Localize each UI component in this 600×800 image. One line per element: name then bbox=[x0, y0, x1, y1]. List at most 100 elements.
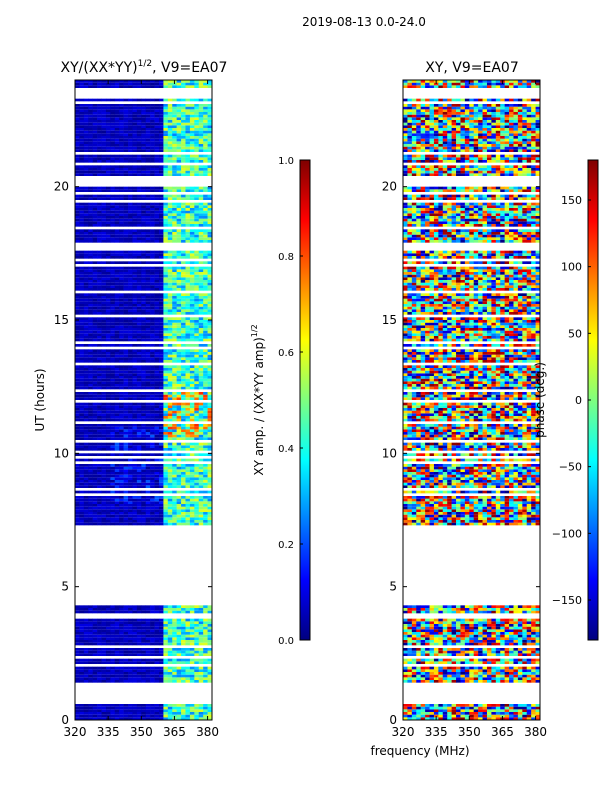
amp-cell bbox=[172, 669, 177, 672]
amp-cell bbox=[189, 496, 195, 499]
amp-cell bbox=[181, 514, 186, 518]
amp-cell bbox=[88, 336, 93, 339]
amp-cell bbox=[105, 288, 111, 291]
amp-cell bbox=[172, 674, 177, 678]
amp-cell bbox=[176, 514, 182, 518]
amp-cell bbox=[181, 418, 186, 422]
amp-cell bbox=[207, 229, 213, 232]
amp-cell bbox=[132, 674, 138, 678]
amp-cell bbox=[132, 272, 138, 275]
amp-cell bbox=[141, 397, 147, 400]
amp-cell bbox=[110, 349, 116, 352]
amp-cell bbox=[75, 650, 80, 654]
amp-cell bbox=[172, 496, 177, 499]
amp-cell bbox=[123, 266, 129, 270]
amp-cell bbox=[158, 274, 164, 278]
amp-cell bbox=[207, 357, 213, 360]
amp-cell bbox=[97, 661, 102, 664]
amp-cell bbox=[92, 370, 98, 374]
amp-cell bbox=[128, 674, 133, 678]
amp-cell bbox=[83, 648, 89, 651]
amp-cell bbox=[114, 666, 120, 670]
amp-cell bbox=[123, 624, 129, 627]
amp-cell bbox=[119, 210, 124, 214]
amp-cell bbox=[207, 208, 213, 211]
amp-cell bbox=[105, 224, 111, 227]
amp-cell bbox=[163, 250, 169, 254]
amp-cell bbox=[172, 237, 177, 240]
amp-cell bbox=[114, 304, 120, 307]
amp-cell bbox=[203, 170, 208, 174]
amp-cell bbox=[114, 224, 120, 227]
amp-cell bbox=[141, 386, 147, 390]
amp-cell bbox=[105, 453, 111, 456]
amp-cell bbox=[97, 149, 102, 152]
amp-cell bbox=[207, 298, 213, 302]
amp-cell bbox=[176, 122, 182, 126]
amp-cell bbox=[185, 413, 191, 416]
amp-cell bbox=[154, 429, 160, 432]
amp-cell bbox=[83, 509, 89, 512]
amp-cell bbox=[203, 381, 208, 384]
amp-cell bbox=[97, 378, 102, 382]
amp-cell bbox=[101, 229, 107, 232]
amp-cell bbox=[132, 306, 138, 310]
amp-cell bbox=[75, 629, 80, 632]
amp-cell bbox=[150, 642, 155, 646]
amp-cell bbox=[141, 272, 147, 275]
amp-cell bbox=[176, 370, 182, 374]
amp-cell bbox=[97, 480, 102, 483]
amp-cell bbox=[123, 317, 129, 320]
amp-cell bbox=[163, 130, 169, 134]
amp-cell bbox=[101, 141, 107, 144]
amp-cell bbox=[176, 224, 182, 227]
amp-cell bbox=[176, 642, 182, 646]
amp-cell bbox=[123, 301, 129, 304]
amp-cell bbox=[181, 216, 186, 219]
amp-cell bbox=[88, 453, 93, 456]
amp-cell bbox=[172, 344, 177, 347]
amp-cell bbox=[114, 410, 120, 414]
amp-cell bbox=[207, 272, 213, 275]
amp-cell bbox=[92, 477, 98, 480]
amp-cell bbox=[145, 618, 151, 622]
amp-cell bbox=[172, 477, 177, 480]
amp-cell bbox=[185, 626, 191, 630]
amp-cell bbox=[110, 189, 116, 192]
amp-cell bbox=[114, 370, 120, 374]
amp-cell bbox=[194, 458, 200, 462]
amp-cell bbox=[185, 261, 191, 264]
amp-cell bbox=[105, 632, 111, 635]
amp-cell bbox=[128, 658, 133, 662]
amp-cell bbox=[198, 434, 204, 438]
amp-cell bbox=[88, 277, 93, 280]
amp-cell bbox=[194, 320, 200, 323]
amp-cell bbox=[167, 666, 173, 670]
amp-cell bbox=[198, 317, 204, 320]
amp-cell bbox=[83, 357, 89, 360]
amp-cell bbox=[105, 144, 111, 147]
amp-cell bbox=[123, 509, 129, 512]
amp-cell bbox=[185, 325, 191, 328]
amp-cell bbox=[145, 354, 151, 358]
amp-cell bbox=[194, 429, 200, 432]
amp-cell bbox=[79, 189, 85, 192]
amp-cell bbox=[97, 330, 102, 334]
amp-cell bbox=[79, 216, 85, 219]
amp-cell bbox=[150, 149, 155, 152]
amp-cell bbox=[110, 370, 116, 374]
amp-cell bbox=[101, 661, 107, 664]
amp-cell bbox=[194, 472, 200, 475]
amp-cell bbox=[79, 104, 85, 107]
amp-cell bbox=[207, 637, 213, 640]
amp-cell bbox=[154, 357, 160, 360]
amp-cell bbox=[79, 517, 85, 520]
amp-cell bbox=[119, 266, 124, 270]
amp-cell bbox=[114, 634, 120, 638]
amp-cell bbox=[189, 322, 195, 326]
amp-cell bbox=[101, 325, 107, 328]
amp-cell bbox=[105, 365, 111, 368]
amp-cell bbox=[163, 133, 169, 136]
amp-cell bbox=[145, 522, 151, 526]
amp-cell bbox=[185, 128, 191, 131]
